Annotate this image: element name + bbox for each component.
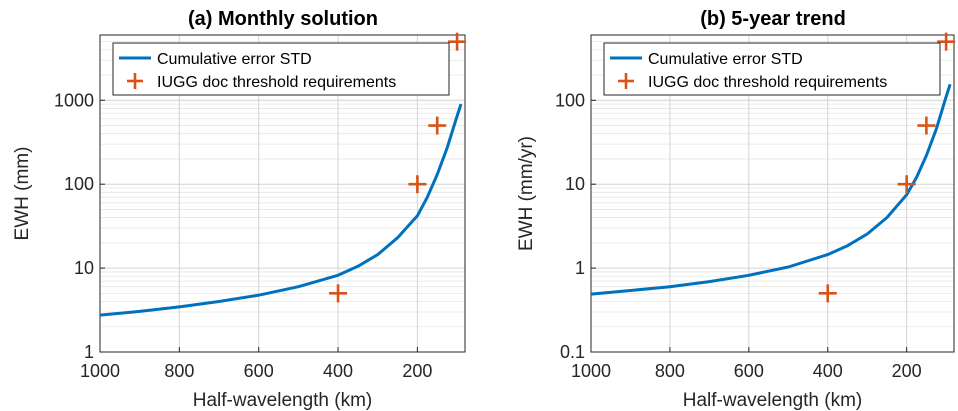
legend: Cumulative error STD IUGG doc threshold r… [112, 42, 450, 96]
threshold-marker [917, 116, 936, 135]
threshold-marker [428, 116, 447, 135]
y-tick-label: 1 [84, 342, 94, 362]
chart-panel-b: 1000 800 600 400 200 0.1 1 10 100 (b) 5-year tren… [516, 8, 956, 411]
legend-entry-cumulative-error: Cumulative error STD [648, 51, 803, 68]
legend: Cumulative error STD IUGG doc threshold r… [603, 42, 941, 96]
threshold-marker [897, 175, 916, 194]
y-tick-label: 1000 [54, 90, 94, 110]
plot-frame [99, 34, 466, 353]
series-line-cumulative-error [591, 83, 952, 296]
legend-entry-cumulative-error: Cumulative error STD [157, 51, 312, 68]
y-tick-label: 1 [575, 258, 585, 278]
threshold-marker [329, 284, 348, 303]
y-tick-label: 100 [64, 174, 94, 194]
legend-entry-iugg-threshold: IUGG doc threshold requirements [648, 74, 887, 91]
chart-title: (a) Monthly solution [188, 8, 378, 30]
threshold-marker [818, 284, 837, 303]
x-axis-label: Half-wavelength (km) [683, 390, 863, 411]
x-tick-label: 400 [813, 361, 843, 381]
threshold-marker [937, 32, 956, 51]
x-tick-label: 1000 [571, 361, 611, 381]
y-tick-label: 100 [555, 90, 585, 110]
legend-entry-iugg-threshold: IUGG doc threshold requirements [157, 74, 396, 91]
y-tick-label: 0.1 [560, 342, 585, 362]
x-axis-label: Half-wavelength (km) [193, 390, 373, 411]
x-tick-label: 800 [164, 361, 194, 381]
x-tick-label: 600 [734, 361, 764, 381]
x-tick-label: 400 [323, 361, 353, 381]
chart-panel-a: 1000 800 600 400 200 1 10 100 1000 (a) Monthly so… [12, 8, 467, 411]
threshold-marker [408, 175, 427, 194]
x-tick-label: 200 [402, 361, 432, 381]
x-tick-label: 800 [655, 361, 685, 381]
plot-frame [590, 34, 955, 353]
series-line-cumulative-error [100, 103, 463, 317]
chart-title: (b) 5-year trend [700, 8, 846, 30]
y-axis-label: EWH (mm) [12, 147, 33, 241]
x-tick-label: 600 [244, 361, 274, 381]
y-tick-label: 10 [74, 258, 94, 278]
x-tick-label: 1000 [80, 361, 120, 381]
x-tick-label: 200 [892, 361, 922, 381]
y-axis-label: EWH (mm/yr) [516, 136, 537, 251]
threshold-marker [448, 32, 467, 51]
legend-box [112, 42, 450, 96]
y-tick-label: 10 [565, 174, 585, 194]
legend-box [603, 42, 941, 96]
